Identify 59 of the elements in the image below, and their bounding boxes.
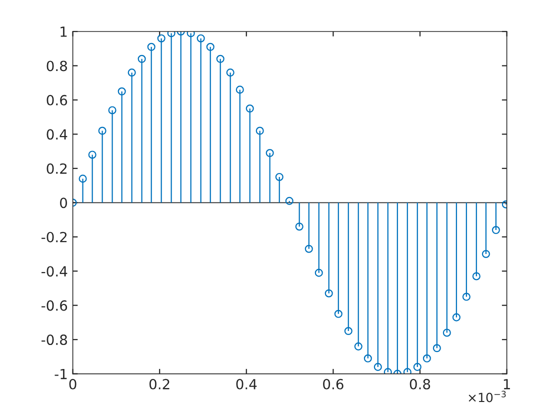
x-tick-label: 1: [504, 379, 510, 390]
y-tick-label: 0: [60, 198, 68, 208]
point: [196, 34, 205, 42]
point: [462, 292, 470, 301]
y-tick-label: -0.4: [42, 266, 68, 277]
point: [206, 42, 214, 51]
point: [432, 344, 441, 352]
point: [285, 196, 294, 205]
y-tick-label: -1: [54, 368, 67, 380]
point: [295, 222, 304, 231]
point: [374, 362, 382, 371]
point: [354, 342, 362, 350]
point: [138, 54, 146, 63]
point: [128, 68, 136, 77]
point: [314, 268, 323, 277]
point: [108, 106, 116, 114]
point: [334, 310, 342, 318]
point: [422, 354, 431, 362]
point: [78, 174, 87, 183]
x-tick-label: 0.2: [149, 378, 170, 390]
text: ×10$^{−3}$: [468, 390, 506, 402]
point: [344, 326, 352, 336]
point: [482, 250, 490, 258]
y-tick-label: 1: [60, 26, 67, 37]
point: [157, 34, 166, 42]
y-tick-label: 0.6: [46, 94, 68, 106]
point: [452, 313, 460, 322]
point: [304, 244, 313, 253]
point: [246, 104, 254, 113]
point: [275, 172, 284, 182]
x-tick-label: 0.6: [323, 378, 344, 390]
point: [403, 368, 412, 374]
point: [364, 354, 372, 362]
point: [167, 32, 176, 38]
x-tick-label: 0: [69, 378, 76, 390]
point: [226, 68, 234, 77]
point: [492, 226, 500, 234]
point: [118, 87, 126, 96]
x-tick-label: 0.8: [410, 378, 430, 390]
point: [236, 86, 244, 94]
point: [324, 289, 333, 298]
point: [256, 126, 264, 135]
point: [472, 272, 480, 280]
point: [442, 328, 451, 337]
x-tick-label: 0.4: [236, 378, 257, 390]
y-tick-label: -0.8: [42, 334, 67, 346]
point: [88, 150, 96, 159]
y-tick-label: -0.6: [42, 300, 68, 311]
y-tick-label: 0.4: [46, 129, 68, 140]
point: [266, 148, 274, 158]
point: [413, 362, 422, 371]
point: [384, 368, 392, 374]
point: [216, 54, 224, 63]
y-tick-label: 0.8: [46, 60, 67, 72]
point: [98, 126, 106, 135]
y-tick-label: -0.2: [42, 232, 67, 242]
y-tick-label: 0.2: [46, 163, 67, 174]
point: [147, 42, 156, 51]
point: [186, 32, 195, 38]
